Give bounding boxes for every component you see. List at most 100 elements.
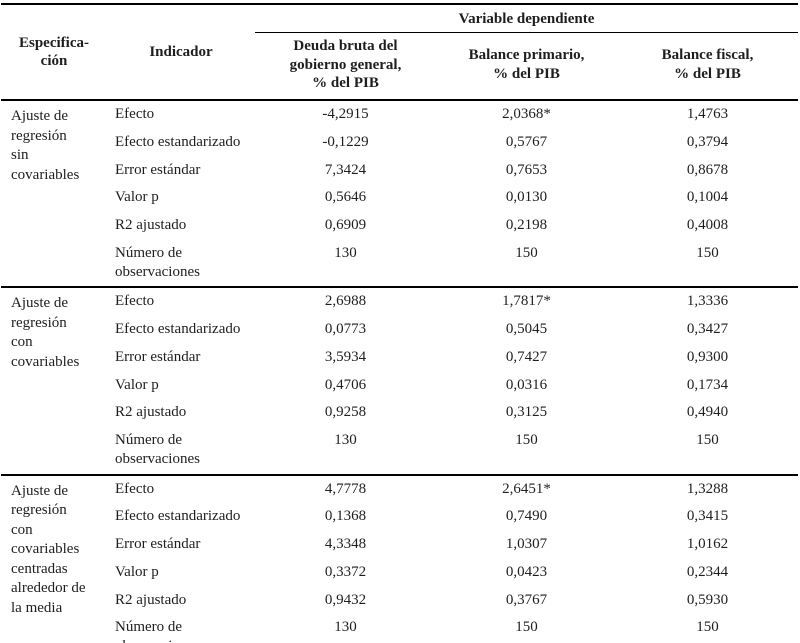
cell-value: 0,5767: [505, 133, 548, 150]
cell-value: 1,3336: [686, 293, 729, 310]
spec-label: Ajuste de regresión con covariables: [11, 295, 80, 370]
indicator-label: Efecto: [115, 293, 155, 310]
cell-value: 150: [515, 432, 538, 449]
cell-value: 0,9258: [324, 404, 367, 421]
header-row-columns: Deuda bruta del gobierno general, % del …: [1, 32, 799, 102]
table-row: Número de observaciones 130 150 150: [1, 240, 798, 288]
table-row: Efecto estandarizado 0,0773 0,5045 0,342…: [1, 316, 798, 344]
cell-value: 1,7817*: [502, 293, 551, 310]
table-row: Valor p 0,5646 0,0130 0,1004: [1, 184, 798, 212]
cell-value: 150: [515, 244, 538, 261]
cell-value: 0,3415: [686, 508, 729, 525]
cell-value: 1,0307: [505, 536, 548, 553]
table-row: Error estándar 3,5934 0,7427 0,9300: [1, 344, 798, 372]
table-row: Valor p 0,4706 0,0316 0,1734: [1, 372, 798, 400]
group-sin-covariables: Ajuste de regresión sin covariables Efec…: [1, 100, 798, 287]
table-row: Ajuste de regresión con covariables Efec…: [1, 287, 798, 370]
col-header-especificacion: Especifica- ción: [1, 4, 107, 102]
cell-value: 0,0130: [505, 189, 548, 206]
cell-value: 1,3288: [686, 480, 729, 497]
cell-value: 0,1368: [324, 508, 367, 525]
cell-value: 0,7490: [505, 508, 548, 525]
cell-value: 0,0423: [505, 563, 548, 580]
table-row: Valor p 0,3372 0,0423 0,2344: [1, 559, 798, 587]
indicator-label: R2 ajustado: [115, 404, 187, 421]
cell-value: 0,9432: [324, 591, 367, 608]
table-row: Número de observaciones 130 150 150: [1, 614, 798, 643]
cell-value: 4,3348: [324, 536, 367, 553]
col-group-header-variable-dependiente: Variable dependiente: [255, 4, 799, 34]
indicator-label: Efecto estandarizado: [115, 133, 241, 150]
cell-value: 0,7653: [505, 161, 548, 178]
cell-value: 0,3767: [505, 591, 548, 608]
cell-value: 0,3794: [686, 133, 729, 150]
group-covariables-centradas: Ajuste de regresión con covariables cent…: [1, 474, 799, 643]
col-header-deuda-bruta: Deuda bruta del gobierno general, % del …: [255, 32, 436, 102]
table-row: Efecto estandarizado 0,1368 0,7490 0,341…: [1, 503, 798, 531]
indicator-label: R2 ajustado: [115, 217, 187, 234]
table-row: Ajuste de regresión con covariables cent…: [1, 475, 798, 616]
cell-value: 130: [334, 432, 357, 449]
cell-value: 150: [515, 619, 538, 636]
cell-value: 0,5045: [505, 321, 548, 338]
cell-value: 150: [696, 432, 719, 449]
cell-value: 0,7427: [505, 348, 548, 365]
cell-value: 7,3424: [324, 161, 367, 178]
table-row: Efecto estandarizado -0,1229 0,5767 0,37…: [1, 129, 798, 157]
indicator-label: Valor p: [115, 563, 159, 580]
cell-value: 3,5934: [324, 348, 367, 365]
cell-value: 0,5646: [324, 189, 367, 206]
indicator-label: Efecto estandarizado: [115, 321, 241, 338]
cell-value: 0,4706: [324, 376, 367, 393]
cell-value: 0,1004: [686, 189, 729, 206]
indicator-label: R2 ajustado: [115, 591, 187, 608]
table-row: Error estándar 4,3348 1,0307 1,0162: [1, 531, 798, 559]
cell-value: 0,6909: [324, 217, 367, 234]
cell-value: -4,2915: [322, 106, 369, 123]
col-header-balance-fiscal: Balance fiscal, % del PIB: [617, 32, 799, 102]
header-row-group: Especifica- ción Indicador Variable depe…: [1, 4, 799, 102]
indicator-label: Efecto estandarizado: [115, 508, 241, 525]
indicator-label: Efecto: [115, 480, 155, 497]
indicator-label: Número de observaciones: [115, 244, 200, 280]
cell-value: 0,2198: [505, 217, 548, 234]
cell-value: 0,0773: [324, 321, 367, 338]
cell-value: 0,4008: [686, 217, 729, 234]
cell-value: 0,3125: [505, 404, 548, 421]
indicator-label: Error estándar: [115, 161, 201, 178]
cell-value: 0,9300: [686, 348, 729, 365]
cell-value: 0,8678: [686, 161, 729, 178]
cell-value: 2,0368*: [502, 106, 551, 123]
col-header-indicador: Indicador: [107, 4, 255, 102]
spec-label: Ajuste de regresión sin covariables: [11, 108, 80, 183]
indicator-label: Valor p: [115, 376, 159, 393]
table-row: R2 ajustado 0,9258 0,3125 0,4940: [1, 399, 798, 427]
cell-value: 150: [696, 244, 719, 261]
col-header-balance-primario: Balance primario, % del PIB: [436, 32, 617, 102]
table-row: R2 ajustado 0,6909 0,2198 0,4008: [1, 212, 798, 240]
table-row: R2 ajustado 0,9432 0,3767 0,5930: [1, 587, 798, 615]
table-row: Número de observaciones 130 150 150: [1, 427, 798, 475]
cell-value: -0,1229: [322, 133, 369, 150]
cell-value: 2,6451*: [502, 480, 551, 497]
regression-results-table: Especifica- ción Indicador Variable depe…: [1, 3, 799, 643]
cell-value: 0,5930: [686, 591, 729, 608]
cell-value: 130: [334, 619, 357, 636]
table-header: Especifica- ción Indicador Variable depe…: [1, 4, 799, 102]
table-row: Ajuste de regresión sin covariables Efec…: [1, 100, 798, 183]
indicator-label: Error estándar: [115, 536, 201, 553]
cell-value: 0,3427: [686, 321, 729, 338]
spec-label: Ajuste de regresión con covariables cent…: [11, 482, 86, 616]
group-con-covariables: Ajuste de regresión con covariables Efec…: [1, 287, 799, 475]
cell-value: 0,2344: [686, 563, 729, 580]
indicator-label: Valor p: [115, 189, 159, 206]
cell-value: 1,4763: [686, 106, 729, 123]
indicator-label: Número de observaciones: [115, 432, 200, 467]
cell-value: 0,4940: [686, 404, 729, 421]
cell-value: 0,0316: [505, 376, 548, 393]
cell-value: 130: [334, 244, 357, 261]
cell-value: 0,1734: [686, 376, 729, 393]
cell-value: 1,0162: [686, 536, 729, 553]
cell-value: 4,7778: [324, 480, 367, 497]
